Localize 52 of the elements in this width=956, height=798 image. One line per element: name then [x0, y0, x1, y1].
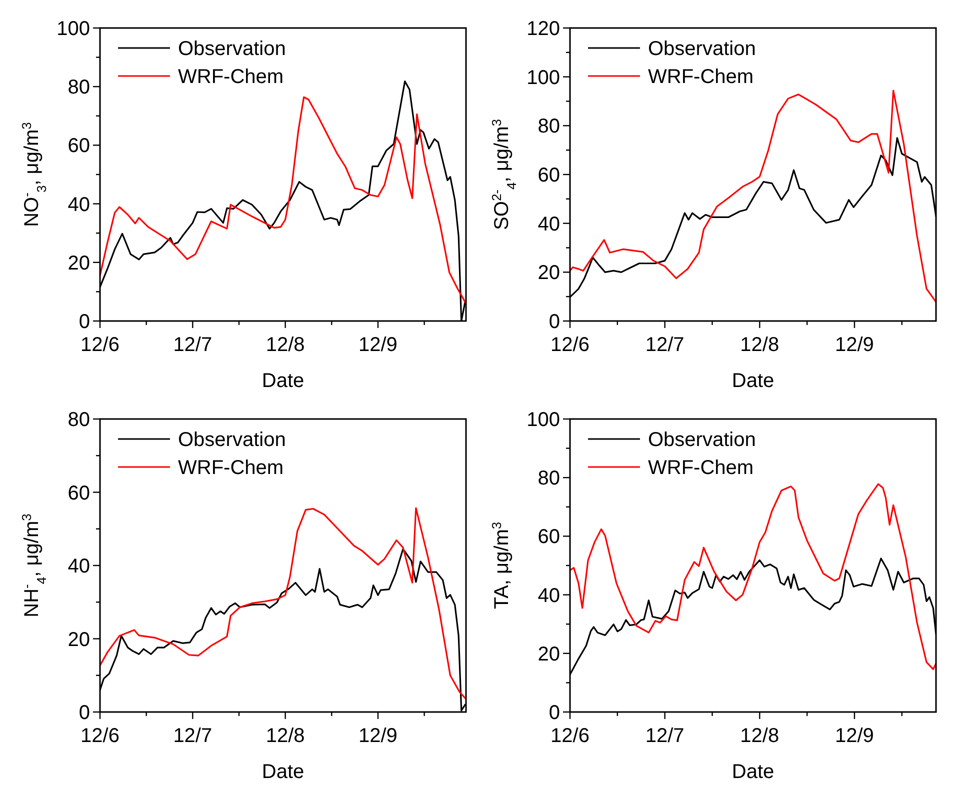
y-tick-label: 40: [68, 194, 90, 216]
x-tick-label: 12/6: [80, 725, 120, 747]
legend-label: Observation: [648, 38, 756, 60]
x-tick-label: 12/6: [550, 725, 590, 747]
x-tick-label: 12/7: [645, 725, 684, 747]
x-tick-label: 12/8: [740, 725, 780, 747]
x-tick-label: 12/8: [266, 334, 305, 356]
x-tick-label: 12/9: [358, 334, 398, 356]
x-tick-label: 12/9: [835, 334, 874, 356]
y-tick-label: 80: [538, 116, 560, 138]
x-tick-label: 12/6: [80, 334, 120, 356]
legend-label: WRF-Chem: [178, 457, 284, 479]
y-tick-label: 100: [56, 18, 90, 40]
x-axis-title: Date: [732, 761, 774, 783]
y-tick-label: 60: [538, 164, 560, 186]
y-tick-label: 120: [526, 18, 560, 40]
y-tick-label: 0: [78, 702, 90, 724]
y-tick-label: 40: [538, 213, 560, 236]
legend-label: WRF-Chem: [648, 457, 754, 479]
x-tick-label: 12/8: [266, 725, 305, 747]
legend-label: WRF-Chem: [648, 66, 754, 88]
x-tick-label: 12/7: [173, 725, 212, 747]
y-tick-label: 80: [68, 76, 90, 99]
x-tick-label: 12/9: [835, 725, 874, 747]
y-tick-label: 0: [548, 311, 560, 333]
y-tick-label: 80: [538, 468, 560, 490]
legend-label: Observation: [648, 429, 756, 451]
y-tick-label: 20: [68, 252, 90, 274]
legend-label: Observation: [178, 38, 286, 60]
y-tick-label: 40: [538, 584, 560, 607]
x-tick-label: 12/7: [173, 334, 212, 356]
legend-label: Observation: [178, 429, 286, 451]
x-tick-label: 12/6: [550, 334, 590, 356]
y-tick-label: 20: [538, 262, 560, 284]
x-axis-title: Date: [262, 370, 304, 392]
y-tick-label: 80: [68, 409, 90, 431]
y-tick-label: 100: [526, 409, 560, 431]
y-tick-label: 20: [68, 628, 90, 651]
y-tick-label: 40: [68, 556, 90, 578]
x-tick-label: 12/9: [358, 725, 398, 747]
y-tick-label: 0: [548, 702, 560, 724]
x-tick-label: 12/8: [740, 334, 780, 356]
x-axis-title: Date: [262, 761, 304, 783]
y-tick-label: 60: [68, 135, 90, 158]
y-tick-label: 20: [538, 643, 560, 666]
y-tick-label: 100: [526, 66, 560, 89]
y-tick-label: 0: [78, 311, 90, 333]
legend-label: WRF-Chem: [178, 66, 284, 88]
x-tick-label: 12/7: [645, 334, 684, 356]
y-tick-label: 60: [68, 482, 90, 504]
y-tick-label: 60: [538, 526, 560, 548]
x-axis-title: Date: [732, 370, 774, 392]
